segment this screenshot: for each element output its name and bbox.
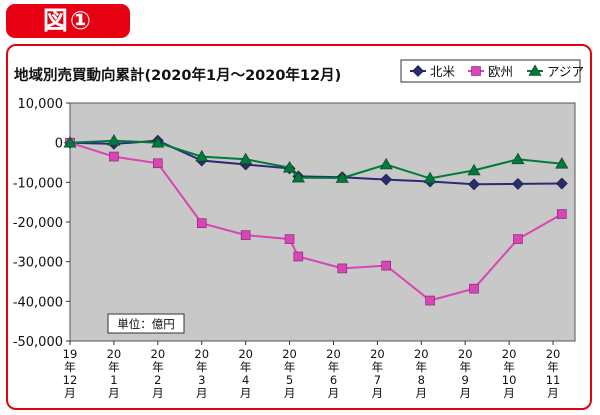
series-3-point [379,157,393,170]
x-tick-label: 年 [284,360,296,374]
legend-marker-1 [412,65,424,77]
x-tick-label: 19 [63,347,78,361]
x-tick-label: 月 [503,386,515,400]
series-2-point [381,260,391,271]
series-3-point [151,136,165,148]
plot-area [69,102,576,342]
x-tick-label: 年 [547,360,559,374]
x-tick-label: 月 [240,386,252,400]
y-tick-label: -10,000 [13,176,63,191]
x-tick-label: 20 [546,347,561,361]
y-tick-label: -20,000 [13,216,63,231]
series-2-point [284,234,295,244]
x-tick-label: 2 [154,373,161,387]
chart-title: 地域別売買動向累計(2020年1月～2020年12月) [14,66,341,84]
legend-label-1: 北米 [430,64,456,79]
series-2-point [337,263,348,274]
series-1-point [511,177,524,190]
x-tick-label: 月 [328,386,340,400]
legend-label-2: 欧州 [488,64,513,79]
unit-label-box [107,313,185,334]
x-tick-label: 20 [414,347,429,361]
series-2-point [196,218,207,228]
x-tick-label: 年 [240,360,252,374]
y-tick-label: -40,000 [13,295,63,310]
figure-badge: 図① [6,4,130,38]
x-tick-label: 20 [107,347,122,361]
x-tick-label: 4 [242,373,249,387]
x-tick-label: 20 [282,347,297,361]
x-tick-label: 年 [328,360,340,374]
x-tick-label: 年 [64,360,76,374]
series-2-point [240,230,251,240]
series-3-point [107,134,121,146]
x-tick-label: 年 [196,360,208,374]
series-3-point [511,152,525,165]
series-3-point [335,171,349,183]
x-tick-label: 月 [196,386,208,400]
x-tick-label: 月 [547,386,559,400]
x-tick-label: 5 [286,373,293,387]
x-tick-label: 20 [194,347,209,361]
x-tick-label: 20 [458,347,473,361]
series-2-point [557,209,567,219]
series-2-point [109,151,119,162]
x-tick-label: 8 [418,373,425,387]
series-3-point [291,170,305,183]
series-3-point [555,157,569,169]
x-tick-label: 月 [152,386,164,400]
x-tick-label: 月 [64,386,76,400]
series-2-point [469,283,479,294]
series-2-point [425,295,435,306]
x-tick-label: 月 [284,386,296,400]
series-3-point [283,161,297,173]
y-tick-label: 10,000 [18,97,64,112]
legend-marker-2 [471,66,481,76]
series-2-point [153,158,163,169]
x-tick-label: 年 [108,360,120,374]
x-tick-label: 6 [330,373,337,387]
series-1-point [380,173,393,186]
x-tick-label: 3 [198,373,205,387]
y-tick-label: 0 [55,137,63,152]
x-tick-label: 月 [459,386,471,400]
series-3-point [239,152,253,165]
series-3-point [423,171,437,184]
x-tick-label: 12 [63,373,78,387]
x-tick-label: 7 [374,373,381,387]
x-tick-label: 年 [503,360,515,374]
unit-label: 単位：億円 [117,317,175,331]
x-tick-label: 年 [416,360,428,374]
x-tick-label: 月 [108,386,120,400]
legend-label-3: アジア [547,64,584,79]
x-tick-label: 年 [372,360,384,374]
x-tick-label: 20 [502,347,517,361]
x-tick-label: 10 [502,373,517,387]
x-tick-label: 年 [152,360,164,374]
legend-marker-3 [528,64,542,76]
x-tick-label: 月 [416,386,428,400]
x-tick-label: 月 [372,386,384,400]
x-tick-label: 20 [238,347,253,361]
series-3-point [467,163,481,176]
x-tick-label: 9 [462,373,469,387]
y-tick-label: -30,000 [13,256,63,271]
x-tick-label: 20 [370,347,385,361]
x-tick-label: 1 [110,373,117,387]
series-1-point [468,178,480,191]
series-2-point [513,234,523,244]
series-2-point [293,251,304,262]
series-3-point [63,136,77,148]
x-tick-label: 20 [326,347,341,361]
x-tick-label: 11 [546,373,561,387]
x-tick-label: 年 [459,360,471,374]
y-tick-label: -50,000 [13,335,63,350]
x-tick-label: 20 [151,347,166,361]
series-1-point [555,177,568,190]
series-3-point [195,149,209,162]
